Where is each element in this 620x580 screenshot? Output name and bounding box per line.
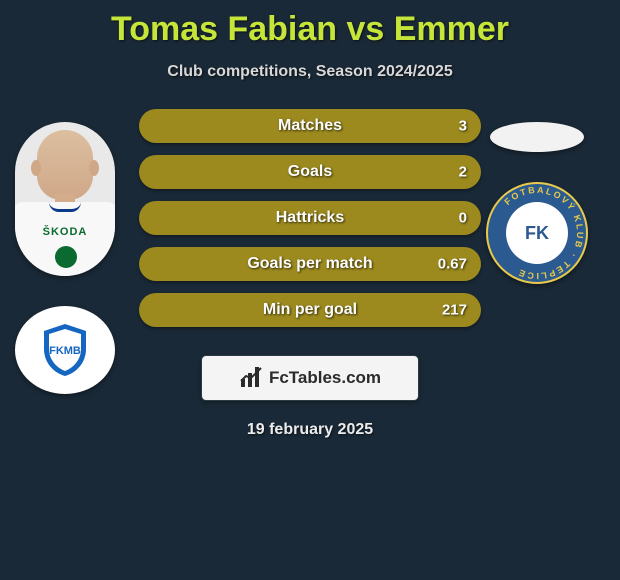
chart-icon xyxy=(239,367,263,389)
brand-name: FcTables.com xyxy=(269,368,381,388)
stat-bar: Min per goal 217 xyxy=(139,293,481,327)
page-title: Tomas Fabian vs Emmer xyxy=(0,0,620,49)
stat-value-right: 2 xyxy=(459,164,467,181)
stat-label: Goals per match xyxy=(247,255,372,273)
stats-area: Matches 3 Goals 2 Hattricks 0 Goals per match 0… xyxy=(0,109,620,439)
brand-box: FcTables.com xyxy=(201,355,419,401)
page-subtitle: Club competitions, Season 2024/2025 xyxy=(0,63,620,81)
stat-value-right: 217 xyxy=(442,302,467,319)
stat-bar: Matches 3 xyxy=(139,109,481,143)
stat-bar: Goals per match 0.67 xyxy=(139,247,481,281)
stat-label: Min per goal xyxy=(263,301,357,319)
stat-value-right: 3 xyxy=(459,118,467,135)
stat-label: Matches xyxy=(278,117,342,135)
stat-value-right: 0.67 xyxy=(438,256,467,273)
stat-bar: Hattricks 0 xyxy=(139,201,481,235)
stat-label: Hattricks xyxy=(276,209,344,227)
stat-label: Goals xyxy=(288,163,332,181)
stat-value-right: 0 xyxy=(459,210,467,227)
stats-list: Matches 3 Goals 2 Hattricks 0 Goals per match 0… xyxy=(139,109,481,327)
stat-bar: Goals 2 xyxy=(139,155,481,189)
date-text: 19 february 2025 xyxy=(0,421,620,439)
